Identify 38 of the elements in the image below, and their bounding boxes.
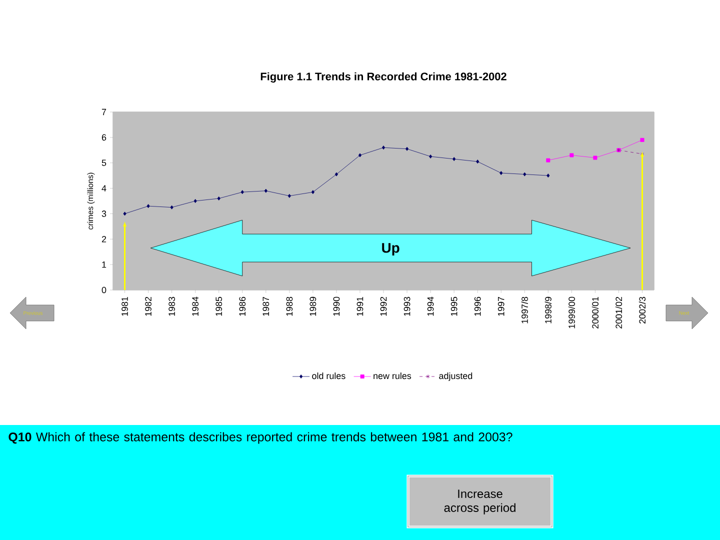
x-tick-label: 1991 xyxy=(356,296,364,316)
x-tick-label: 1988 xyxy=(286,296,293,316)
x-tick-label: 1993 xyxy=(404,296,410,316)
legend-label: adjusted xyxy=(439,372,472,381)
x-tick-label: 2001/02 xyxy=(615,296,622,328)
x-tick-label: 1986 xyxy=(239,296,246,316)
x-tick-label: 1997/8 xyxy=(521,296,528,324)
x-tick-label: 1989 xyxy=(310,296,316,316)
x-tick-label: 1992 xyxy=(380,296,387,316)
x-tick-label: 1985 xyxy=(216,296,222,316)
legend-label: new rules xyxy=(374,372,412,380)
x-tick-label: 2000/01 xyxy=(592,296,598,328)
y-tick-label: 1 xyxy=(102,261,106,268)
legend-label: old rules xyxy=(312,372,346,380)
y-tick-label: 7 xyxy=(102,108,106,116)
y-tick-label: 3 xyxy=(102,210,106,217)
x-tick-label: 1981 xyxy=(122,296,128,316)
y-tick-label: 2 xyxy=(102,236,106,242)
y-tick-label: 6 xyxy=(102,134,106,141)
chart-title: Figure 1.1 Trends in Recorded Crime 1981-2002 xyxy=(260,72,506,83)
x-tick-label: 1997 xyxy=(498,296,504,316)
x-tick-label: 1984 xyxy=(192,296,199,316)
x-tick-label: 1990 xyxy=(333,296,340,316)
annotation: Up xyxy=(382,243,400,256)
x-tick-label: 1994 xyxy=(427,296,434,316)
text: Increase across period xyxy=(444,490,516,514)
x-tick-label: 1983 xyxy=(168,296,175,316)
x-tick-label: 2002/3 xyxy=(638,296,646,324)
x-tick-label: 1995 xyxy=(450,296,458,316)
x-tick-label: 1996 xyxy=(474,296,481,316)
y-tick-label: 4 xyxy=(102,185,106,192)
x-tick-label: 1987 xyxy=(262,296,270,316)
x-tick-label: 1999/00 xyxy=(568,296,575,328)
x-tick-label: 1982 xyxy=(145,296,152,316)
text: Q10 Which of these statements describes reported crime trends between 1981 and 2003? xyxy=(8,432,512,444)
x-tick-label: 1998/9 xyxy=(544,296,552,324)
y-tick-label: 5 xyxy=(102,160,106,166)
y-tick-label: 0 xyxy=(102,286,106,294)
